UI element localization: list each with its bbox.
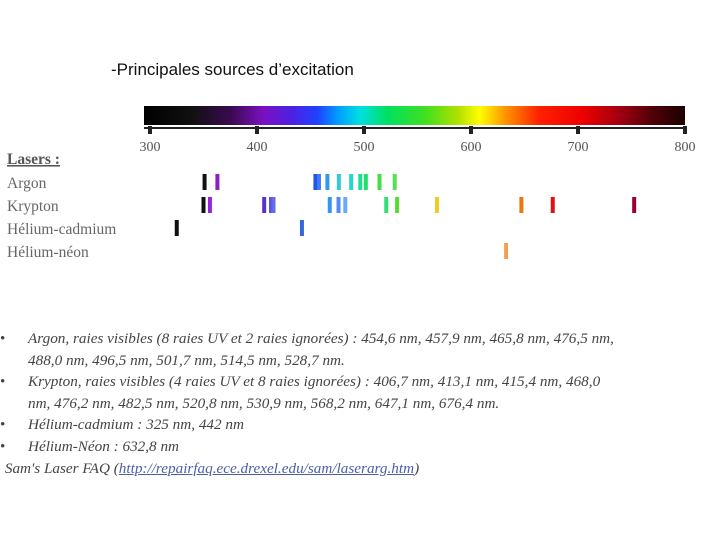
x-tick-label: 800 xyxy=(675,140,696,155)
note-line: • Argon, raies visibles (8 raies UV et 2 … xyxy=(0,328,720,350)
emission-line xyxy=(325,174,330,190)
series-label: Hélium-néon xyxy=(7,244,89,261)
note-line: • Hélium-cadmium : 325 nm, 442 nm xyxy=(0,414,720,436)
bullet-icon: • xyxy=(0,416,6,434)
emission-line xyxy=(327,197,332,213)
emission-line xyxy=(269,197,274,213)
x-tick-label: 300 xyxy=(140,140,161,155)
note-line: • Hélium-Néon : 632,8 nm xyxy=(0,436,720,458)
series-label: Argon xyxy=(7,175,47,192)
emission-line xyxy=(262,197,267,213)
source-suffix: ) xyxy=(414,459,420,477)
emission-line xyxy=(336,197,341,213)
note-line: • Krypton, raies visibles (4 raies UV et … xyxy=(0,371,720,393)
emission-line xyxy=(363,174,368,190)
x-tick xyxy=(362,126,366,134)
note-text: Krypton, raies visibles (4 raies UV et 8… xyxy=(28,373,601,391)
note-text: Hélium-Néon : 632,8 nm xyxy=(28,437,180,455)
series-label: Hélium-cadmium xyxy=(7,221,116,238)
emission-line xyxy=(313,174,318,190)
note-text: 488,0 nm, 496,5 nm, 501,7 nm, 514,5 nm, … xyxy=(28,351,345,369)
emission-line xyxy=(174,220,179,236)
emission-line xyxy=(395,197,400,213)
x-tick xyxy=(148,126,152,134)
bullet-icon: • xyxy=(0,330,6,347)
emission-line xyxy=(392,174,397,190)
x-tick-label: 400 xyxy=(247,140,268,155)
x-tick-label: 600 xyxy=(461,140,482,155)
note-text: Hélium-cadmium : 325 nm, 442 nm xyxy=(28,416,244,434)
note-line: nm, 476,2 nm, 482,5 nm, 520,8 nm, 530,9 … xyxy=(0,393,720,415)
emission-line xyxy=(349,174,354,190)
emission-line xyxy=(550,197,555,213)
emission-line xyxy=(316,174,321,190)
series-label: Krypton xyxy=(7,198,59,215)
emission-line xyxy=(434,197,439,213)
source-link[interactable]: http://repairfaq.ece.drexel.edu/sam/lase… xyxy=(118,459,415,477)
emission-line xyxy=(343,197,348,213)
note-line: 488,0 nm, 496,5 nm, 501,7 nm, 514,5 nm, … xyxy=(0,350,720,372)
emission-line xyxy=(519,197,524,213)
laser-spectrum-chart: 300 400 500 600 700 800 Lasers : Argon Krypton… xyxy=(7,106,696,261)
spectrum-bar xyxy=(144,106,685,125)
source-line: : Sam's Laser FAQ (http://repairfaq.ece.… xyxy=(0,458,720,480)
note-text: Argon, raies visibles (8 raies UV et 2 r… xyxy=(28,330,614,347)
notes-block: • Argon, raies visibles (8 raies UV et 2 … xyxy=(0,328,720,479)
legend-title: Lasers : xyxy=(7,151,60,168)
x-tick-label: 500 xyxy=(354,140,375,155)
emission-line xyxy=(384,197,389,213)
x-tick-label: 700 xyxy=(568,140,589,155)
emission-line xyxy=(336,174,341,190)
emission-line xyxy=(504,243,509,259)
emission-line xyxy=(377,174,382,190)
x-tick xyxy=(683,126,687,134)
emission-line xyxy=(207,197,212,213)
note-text: nm, 476,2 nm, 482,5 nm, 520,8 nm, 530,9 … xyxy=(28,394,500,412)
emission-line xyxy=(632,197,637,213)
x-tick xyxy=(576,126,580,134)
x-tick xyxy=(469,126,473,134)
emission-line xyxy=(358,174,363,190)
bullet-icon: • xyxy=(0,373,6,391)
source-prefix: : Sam's Laser FAQ ( xyxy=(0,459,119,477)
emission-line xyxy=(271,197,276,213)
slide-title: -Principales sources d’excitation xyxy=(111,60,354,79)
emission-line xyxy=(299,220,304,236)
x-tick xyxy=(255,126,259,134)
bullet-icon: • xyxy=(0,437,6,455)
emission-line xyxy=(201,197,206,213)
emission-line xyxy=(202,174,207,190)
emission-line xyxy=(215,174,220,190)
